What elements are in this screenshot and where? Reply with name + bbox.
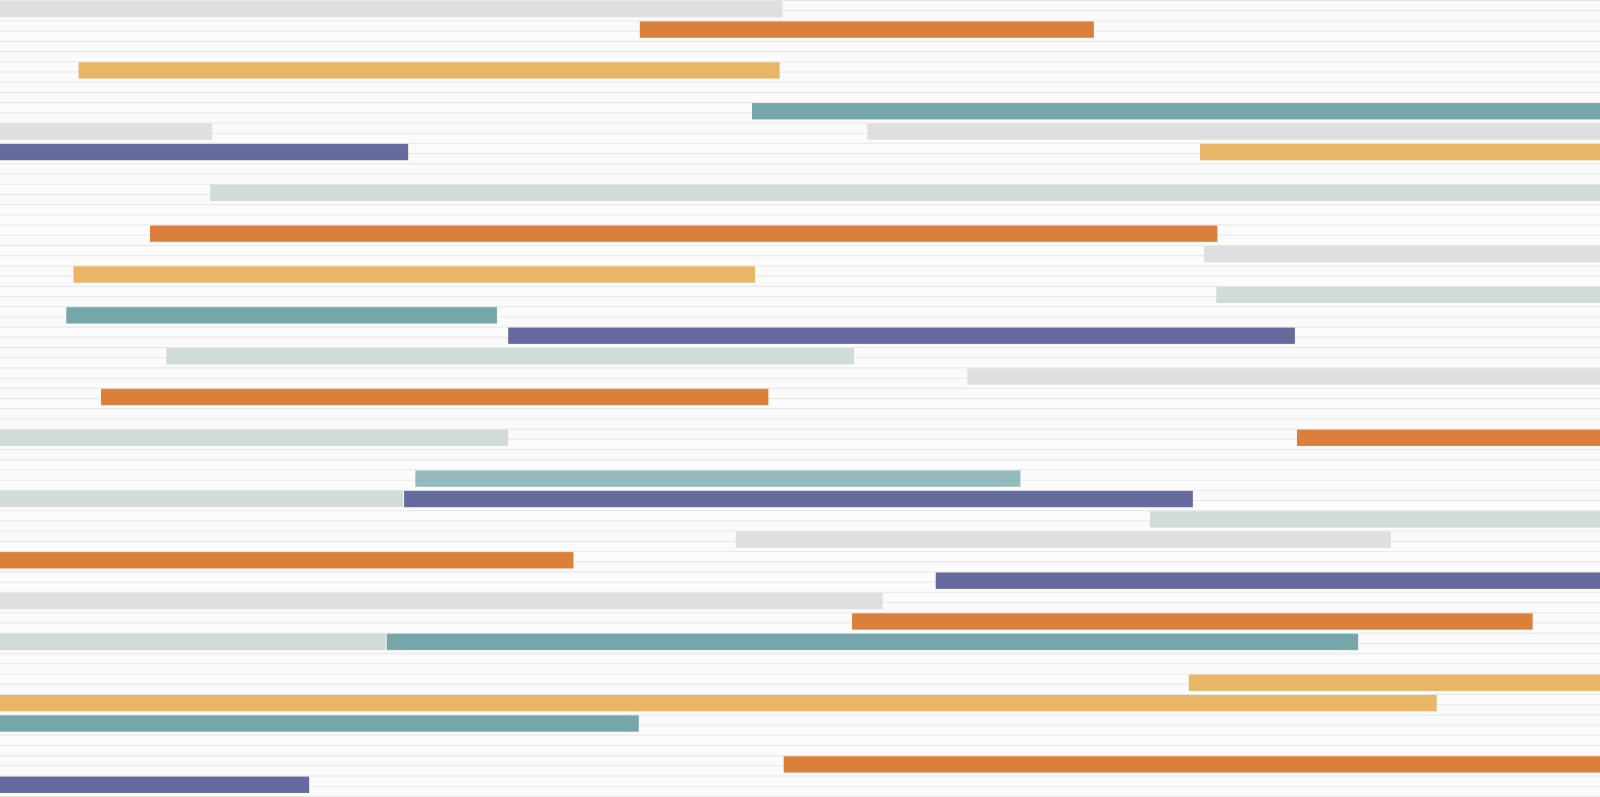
stripe	[639, 21, 1094, 38]
stripe	[0, 694, 1437, 712]
stripe	[0, 143, 409, 161]
stripe	[735, 531, 1391, 549]
stripe	[150, 225, 1218, 242]
stripe	[404, 490, 1193, 508]
stripe	[0, 429, 509, 446]
stripe	[415, 470, 1021, 487]
stripe	[66, 307, 497, 324]
stripe	[0, 490, 404, 508]
stripe	[73, 266, 756, 283]
stripe	[166, 347, 855, 365]
stripe	[783, 756, 1600, 773]
stripe	[967, 368, 1600, 385]
stripe	[101, 388, 769, 406]
stripe	[508, 327, 1295, 344]
stripe	[0, 776, 310, 793]
stripe	[1296, 429, 1600, 446]
stripe	[852, 613, 1533, 630]
stripe	[210, 184, 1600, 202]
stripe	[386, 633, 1359, 651]
stripe	[752, 103, 1600, 120]
stripe	[78, 62, 780, 79]
stripe	[935, 572, 1600, 589]
stripe	[0, 592, 883, 610]
stripe	[1204, 245, 1600, 263]
stripe	[0, 1, 783, 18]
stripe	[867, 123, 1600, 140]
stripe	[1150, 511, 1600, 528]
stripe	[1188, 674, 1600, 691]
stripe	[1200, 143, 1600, 161]
stripe	[0, 552, 574, 569]
stripe	[0, 633, 386, 651]
stripe	[0, 715, 639, 732]
stripe	[0, 123, 213, 140]
stripe	[1216, 286, 1600, 304]
